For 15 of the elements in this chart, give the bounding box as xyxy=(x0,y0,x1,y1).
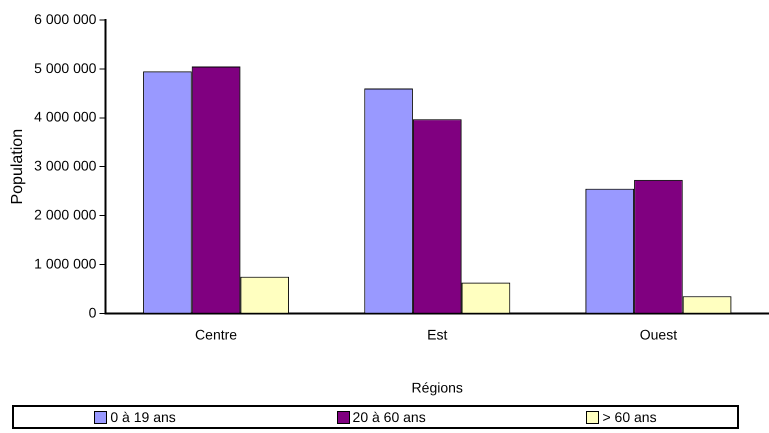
legend-label: > 60 ans xyxy=(602,409,657,425)
x-axis-title: Régions xyxy=(412,379,463,396)
y-tick-label: 3 000 000 xyxy=(34,158,97,174)
y-tick-label: 6 000 000 xyxy=(34,10,97,27)
legend-label: 0 à 19 ans xyxy=(110,409,176,425)
x-tick-label: Centre xyxy=(195,326,238,343)
y-tick-label: 5 000 000 xyxy=(34,60,97,76)
y-tick-label: 2 000 000 xyxy=(34,206,97,222)
legend-label: 20 à 60 ans xyxy=(352,409,426,425)
y-tick-label: 0 xyxy=(88,304,97,320)
y-tick-label: 4 000 000 xyxy=(34,108,97,125)
y-axis-title: Population xyxy=(9,128,26,205)
y-tick-label: 1 000 000 xyxy=(34,255,97,272)
x-tick-label: Ouest xyxy=(640,326,678,343)
x-tick-label: Est xyxy=(427,326,448,343)
